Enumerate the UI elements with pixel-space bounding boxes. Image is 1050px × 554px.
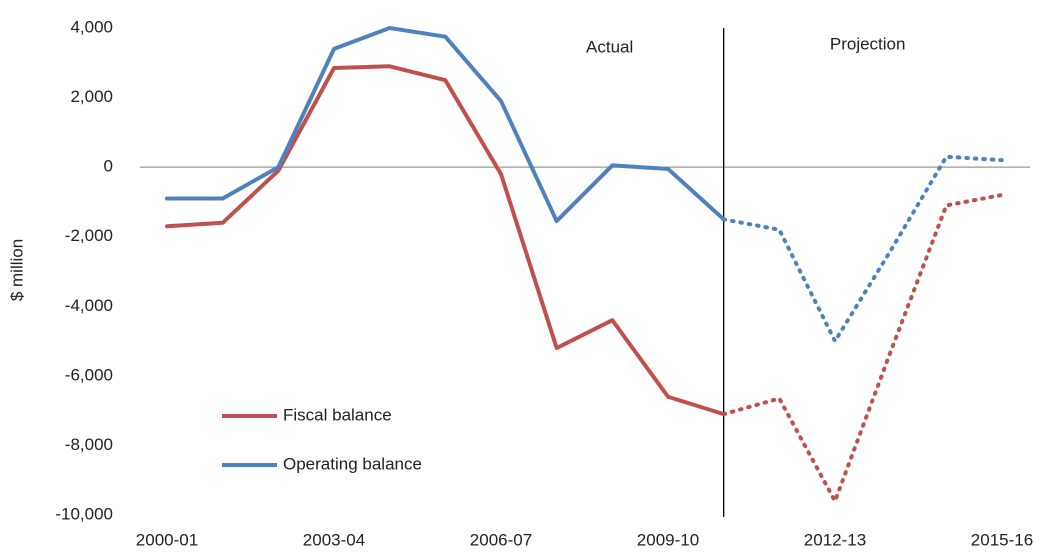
y-tick-label: 4,000 bbox=[70, 17, 113, 36]
series-line bbox=[721, 192, 1004, 504]
y-tick-label: -4,000 bbox=[65, 296, 113, 315]
x-tick-label: 2015-16 bbox=[971, 530, 1033, 549]
y-tick-label: -2,000 bbox=[65, 226, 113, 245]
x-tick-label: 2009-10 bbox=[637, 530, 699, 549]
annotation: Actual bbox=[586, 37, 633, 56]
series-line bbox=[165, 26, 726, 224]
x-tick-label: 2000-01 bbox=[136, 530, 198, 549]
x-tick-label: 2003-04 bbox=[303, 530, 365, 549]
x-tick-label: 2012-13 bbox=[804, 530, 866, 549]
y-tick-label: -6,000 bbox=[65, 365, 113, 384]
legend-label: Fiscal balance bbox=[283, 405, 392, 424]
y-tick-label: -8,000 bbox=[65, 435, 113, 454]
y-tick-label: 0 bbox=[104, 157, 113, 176]
y-tick-label: -10,000 bbox=[55, 504, 113, 523]
series-line bbox=[721, 154, 1004, 344]
annotation: Projection bbox=[830, 34, 906, 53]
y-axis-label: $ million bbox=[7, 239, 26, 301]
series-line bbox=[165, 64, 726, 417]
legend-label: Operating balance bbox=[283, 454, 422, 473]
y-tick-label: 2,000 bbox=[70, 87, 113, 106]
x-tick-label: 2006-07 bbox=[470, 530, 532, 549]
